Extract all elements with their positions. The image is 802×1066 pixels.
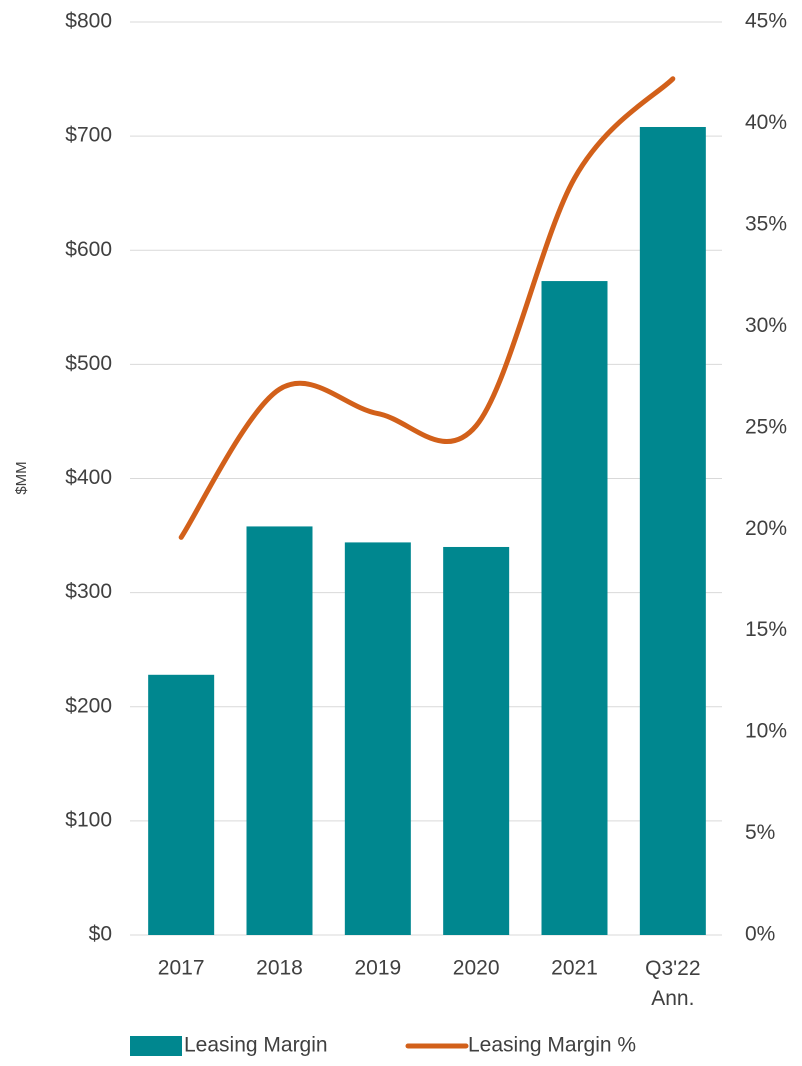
x-tick-label: 2019: [354, 957, 401, 980]
y-tick-label: $400: [65, 466, 112, 489]
x-tick-label: Q3'22 Ann.: [645, 957, 700, 1010]
y-tick-label: $0: [89, 923, 112, 946]
line: [178, 76, 676, 540]
x-tick-label: 2020: [453, 957, 500, 980]
bar: [344, 542, 411, 935]
bar: [639, 126, 706, 936]
y-tick-label: $800: [65, 10, 112, 33]
bar: [148, 674, 215, 935]
y-tick-label: $300: [65, 580, 112, 603]
legend-label: Leasing Margin: [184, 1034, 328, 1057]
y2-tick-label: 15%: [745, 618, 787, 641]
x-tick-label: 2017: [158, 957, 205, 980]
y-tick-label: $100: [65, 808, 112, 831]
y2-tick-label: 20%: [745, 517, 787, 540]
x-tick-label: 2018: [256, 957, 303, 980]
bar: [443, 546, 510, 935]
y2-tick-label: 35%: [745, 212, 787, 235]
bar: [246, 526, 313, 935]
legend-label: Leasing Margin %: [468, 1034, 636, 1057]
y2-tick-label: 40%: [745, 111, 787, 134]
y2-tick-label: 45%: [745, 10, 787, 33]
y-tick-label: $500: [65, 352, 112, 375]
y2-tick-label: 0%: [745, 923, 775, 946]
bar: [541, 281, 608, 936]
y2-tick-label: 10%: [745, 720, 787, 743]
y-tick-label: $600: [65, 238, 112, 261]
y2-tick-label: 5%: [745, 821, 775, 844]
y2-tick-label: 30%: [745, 314, 787, 337]
y-tick-label: $200: [65, 694, 112, 717]
y2-tick-label: 25%: [745, 415, 787, 438]
y-axis-label: $MM: [13, 461, 30, 494]
y-tick-label: $700: [65, 124, 112, 147]
x-tick-label: 2021: [551, 957, 598, 980]
legend-swatch: [130, 1036, 182, 1056]
